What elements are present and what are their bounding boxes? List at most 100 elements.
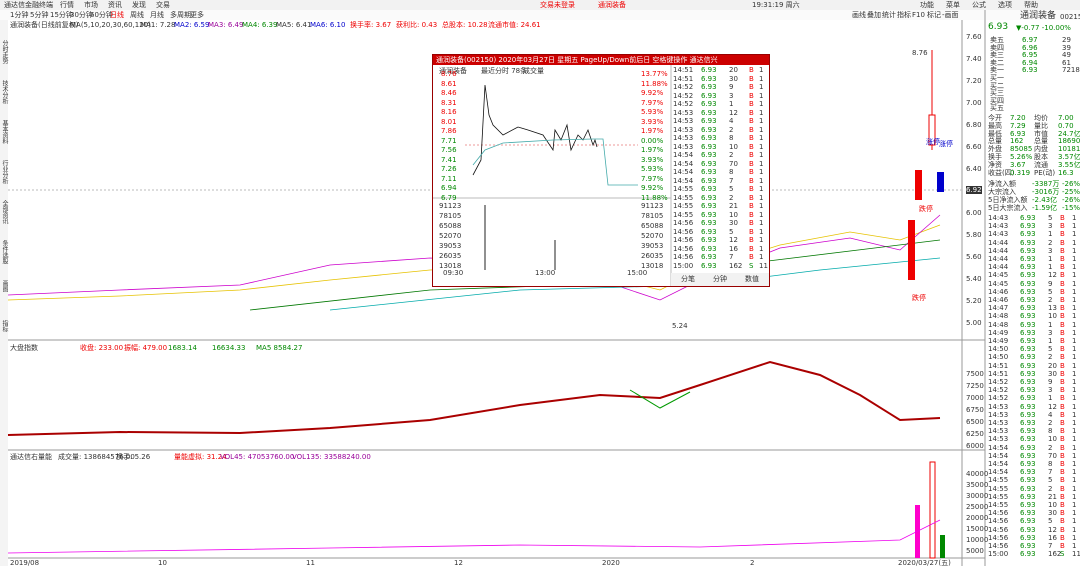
stat-cell: 85085 (1010, 145, 1033, 154)
sidebar-tab[interactable]: 行业分析 (1, 160, 8, 184)
tick-cell: 1 (759, 176, 764, 185)
menu-item[interactable]: 市场 (84, 1, 98, 9)
menu-item[interactable]: 发现 (132, 1, 146, 9)
y-tick-label: 7.26 (441, 165, 457, 173)
sidebar-tab[interactable]: 分时走势 (1, 40, 8, 64)
period-tab[interactable]: 日线 (110, 11, 124, 19)
book-cell: 6.97 (1022, 36, 1038, 44)
ma-value: MA6: 6.10 (310, 21, 346, 29)
tool-button[interactable]: 指标 (897, 11, 911, 19)
book-cell: 卖二 (990, 58, 1004, 67)
flow-cell: 5日大宗流入 (988, 204, 1028, 212)
tick-cell: 1 (1048, 337, 1053, 345)
tick-cell: 5 (1048, 345, 1053, 354)
tick-cell: B (1060, 435, 1065, 444)
sidebar-tab[interactable]: 基本资料 (1, 120, 8, 144)
period-tab[interactable]: 1分钟 (10, 11, 29, 19)
x-tick-label: 2 (750, 559, 755, 566)
menu-item[interactable]: 公式 (972, 1, 986, 9)
tick-cell: 6.93 (1020, 451, 1036, 460)
tick-cell: B (1060, 296, 1065, 304)
tick-cell: 14:52 (673, 91, 694, 100)
popup-button[interactable]: 分笔 (681, 275, 695, 283)
tick-cell: 7 (1048, 542, 1053, 550)
tool-button[interactable]: 画线 (852, 11, 866, 19)
y-tick-label: 7.60 (966, 33, 982, 41)
tick-cell: 6.93 (1020, 320, 1036, 329)
period-tab[interactable]: 多周期 (170, 11, 191, 19)
menu-item[interactable]: 行情 (60, 1, 74, 9)
tick-cell: 6.93 (701, 134, 717, 142)
period-tab[interactable]: 更多 (190, 11, 204, 19)
tool-button[interactable]: 叠加 (867, 11, 881, 19)
tick-cell: 6.93 (1020, 550, 1036, 559)
tick-cell: 6.93 (1020, 312, 1036, 321)
x-tick-label: 2019/08 (10, 559, 40, 566)
tick-cell: 14:56 (988, 542, 1009, 550)
status: 交易未登录 (540, 1, 575, 9)
tick-cell: 20 (729, 66, 738, 74)
tick-cell: 6.93 (701, 244, 717, 253)
period-tab[interactable]: 15分钟 (50, 11, 73, 19)
popup-button[interactable]: 分钟 (713, 275, 727, 283)
tool-button[interactable]: 标记 (927, 11, 941, 19)
period-tab[interactable]: 周线 (130, 11, 144, 19)
panel-info: 成交量: 138684576.00 (58, 453, 135, 461)
tick-cell: 4 (729, 117, 734, 125)
menu-item[interactable]: 帮助 (1024, 1, 1038, 9)
tick-cell: 14:43 (988, 214, 1009, 222)
price-line (472, 84, 598, 176)
tick-cell: 1 (1072, 279, 1077, 288)
tick-cell: 6.93 (1020, 271, 1036, 280)
x-tick-label: 2020 (602, 559, 620, 566)
tick-cell: 6.93 (1020, 492, 1036, 501)
book-cell: 买一 (990, 74, 1004, 82)
flow-cell: -1.59亿 (1032, 204, 1058, 212)
popup-sub: 成交量 (523, 67, 544, 75)
book-cell: 买三 (990, 89, 1004, 98)
y-tick-label: 13.77% (641, 70, 668, 78)
stat-cell: 3.57亿 (1058, 153, 1080, 161)
period-tab[interactable]: 30分钟 (70, 11, 93, 19)
sidebar-tab[interactable]: 画图 (1, 280, 8, 292)
popup-canvas (433, 55, 769, 286)
intraday-popup[interactable]: 通润装备(002150) 2020年03月27日 星期五 PageUp/Down… (432, 54, 770, 287)
sidebar-tab[interactable]: 技术分析 (1, 80, 8, 104)
tick-cell: 1 (1072, 410, 1077, 419)
menu-item[interactable]: 功能 (920, 1, 934, 9)
flow-cell: -15% (1062, 204, 1080, 212)
menu-item[interactable]: 选项 (998, 1, 1012, 9)
tick-cell: 1 (759, 159, 764, 168)
vol-tick-label: 65088 (439, 222, 462, 230)
popup-button[interactable]: 数值 (745, 275, 759, 283)
period-tab[interactable]: 60分钟 (90, 11, 113, 19)
sidebar-tab[interactable]: 全部资讯 (1, 200, 8, 224)
period-tab[interactable]: 5分钟 (30, 11, 49, 19)
tick-cell: 6.93 (1020, 501, 1036, 509)
tick-cell: 11 (1072, 550, 1080, 559)
menu-item[interactable]: 交易 (156, 1, 170, 9)
tick-cell: 6.93 (1020, 476, 1036, 485)
tick-cell: 6.93 (1020, 386, 1036, 395)
y-tick-label: 15000 (966, 525, 989, 533)
tick-cell: 1 (759, 100, 764, 108)
sidebar-tab[interactable]: 指标 (1, 320, 8, 332)
period-tab[interactable]: 月线 (150, 11, 164, 19)
tick-cell: B (749, 236, 754, 244)
vol-tick-label: 91123 (641, 202, 664, 210)
tool-button[interactable]: F10 (912, 11, 925, 19)
menu-item[interactable]: 资讯 (108, 1, 122, 9)
tool-button[interactable]: 统计 (882, 11, 896, 19)
flow-cell: -3387万 (1032, 180, 1060, 188)
tick-cell: 3 (1048, 222, 1053, 231)
tool-button[interactable]: -画面 (942, 11, 959, 19)
tick-cell: 1 (759, 253, 764, 261)
tick-cell: B (1060, 238, 1065, 247)
sidebar-tab[interactable]: 条件选股 (1, 240, 8, 264)
tick-cell: 14:53 (673, 142, 694, 151)
tick-cell: B (1060, 517, 1065, 526)
tick-cell: 2 (1048, 238, 1053, 247)
tick-cell: 15:00 (988, 550, 1009, 559)
tick-cell: 14:53 (673, 108, 694, 117)
menu-item[interactable]: 菜单 (946, 1, 960, 9)
